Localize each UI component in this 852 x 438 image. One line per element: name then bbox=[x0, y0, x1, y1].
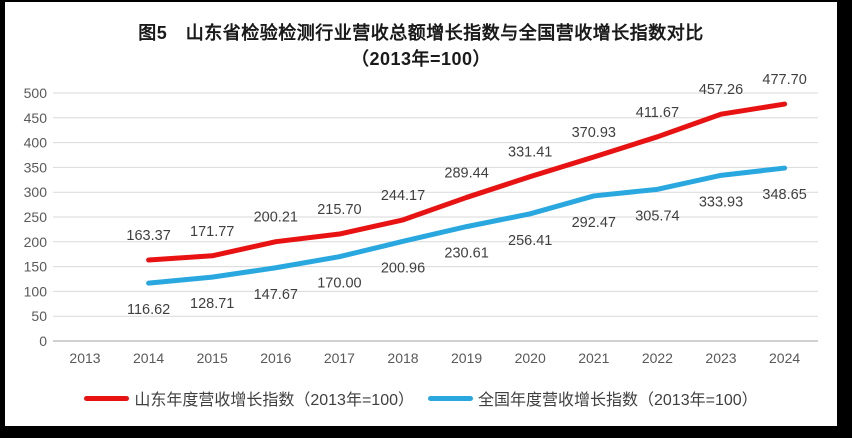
x-tick-label: 2020 bbox=[515, 350, 546, 366]
legend-label-shandong: 山东年度营收增长指数（2013年=100） bbox=[134, 392, 414, 409]
legend-item-national: 全国年度营收增长指数（2013年=100） bbox=[428, 386, 758, 410]
national-data-label: 128.71 bbox=[190, 296, 234, 312]
national-data-label: 147.67 bbox=[254, 287, 298, 303]
national-series-line bbox=[146, 165, 788, 286]
plot-area: 0 50 100 150 200 250 300 350 400 450 500 2013 2014 20… bbox=[24, 72, 818, 366]
national-data-label: 348.65 bbox=[762, 187, 806, 203]
x-tick-label: 2022 bbox=[642, 350, 673, 366]
shandong-data-label: 457.26 bbox=[699, 82, 743, 98]
x-tick-label: 2017 bbox=[324, 350, 355, 366]
y-tick-label: 400 bbox=[24, 135, 48, 151]
x-tick-label: 2014 bbox=[133, 350, 164, 366]
national-data-label: 170.00 bbox=[317, 276, 361, 292]
x-tick-label: 2013 bbox=[69, 350, 100, 366]
shandong-data-label: 289.44 bbox=[444, 165, 488, 181]
legend-label-national: 全国年度营收增长指数（2013年=100） bbox=[478, 392, 758, 409]
y-tick-label: 100 bbox=[24, 283, 48, 299]
chart-frame: 0 50 100 150 200 250 300 350 400 450 500 2013 2014 20… bbox=[5, 2, 837, 426]
y-tick-label: 450 bbox=[24, 110, 48, 126]
national-data-label: 305.74 bbox=[635, 208, 679, 224]
shandong-data-label: 331.41 bbox=[508, 145, 552, 161]
legend-item-shandong: 山东年度营收增长指数（2013年=100） bbox=[84, 386, 414, 410]
legend: 山东年度营收增长指数（2013年=100） 全国年度营收增长指数（2013年=1… bbox=[5, 386, 837, 410]
x-tick-label: 2021 bbox=[578, 350, 609, 366]
shandong-data-label: 171.77 bbox=[190, 224, 234, 240]
y-tick-label: 0 bbox=[39, 333, 47, 349]
shandong-data-label: 215.70 bbox=[317, 202, 361, 218]
shandong-data-label: 370.93 bbox=[572, 125, 616, 141]
shandong-data-label: 411.67 bbox=[636, 105, 679, 121]
shandong-line-swatch bbox=[84, 395, 130, 401]
national-line-swatch bbox=[428, 395, 473, 401]
shandong-series-line bbox=[146, 101, 788, 263]
national-data-label: 333.93 bbox=[699, 194, 743, 210]
y-tick-label: 250 bbox=[24, 209, 48, 225]
x-tick-label: 2018 bbox=[387, 350, 418, 366]
y-tick-label: 50 bbox=[31, 308, 47, 324]
national-data-label: 116.62 bbox=[127, 302, 170, 318]
national-data-label: 292.47 bbox=[572, 215, 616, 231]
y-tick-label: 300 bbox=[24, 184, 48, 200]
shandong-data-label: 477.70 bbox=[762, 72, 806, 88]
shandong-data-label: 200.21 bbox=[254, 210, 298, 226]
shandong-data-label: 244.17 bbox=[381, 188, 425, 204]
chart-title-line2: （2013年=100） bbox=[350, 49, 492, 69]
x-tick-label: 2024 bbox=[769, 350, 800, 366]
y-tick-label: 350 bbox=[24, 159, 48, 175]
shandong-data-label: 163.37 bbox=[126, 228, 170, 244]
x-tick-label: 2015 bbox=[197, 350, 228, 366]
y-tick-label: 500 bbox=[24, 85, 48, 101]
national-data-label: 230.61 bbox=[444, 246, 488, 262]
y-tick-label: 200 bbox=[24, 234, 48, 250]
x-tick-label: 2016 bbox=[260, 350, 291, 366]
national-data-label: 256.41 bbox=[508, 233, 552, 249]
chart-title-line1: 图5 山东省检验检测行业营收总额增长指数与全国营收增长指数对比 bbox=[138, 23, 704, 43]
chart-title: 图5 山东省检验检测行业营收总额增长指数与全国营收增长指数对比 （2013年=1… bbox=[5, 20, 837, 72]
national-data-label: 200.96 bbox=[381, 260, 425, 276]
x-tick-label: 2019 bbox=[451, 350, 482, 366]
y-tick-label: 150 bbox=[24, 259, 48, 275]
x-tick-label: 2023 bbox=[705, 350, 736, 366]
